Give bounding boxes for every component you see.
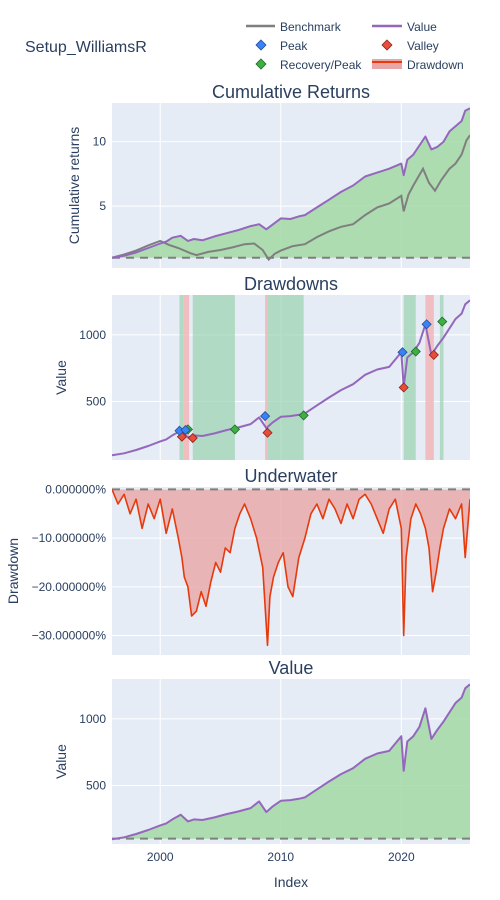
x-tick-label: 2000: [147, 850, 174, 864]
y-tick-label: 500: [86, 778, 106, 792]
drawdown-line: [112, 489, 470, 647]
subplot-1: 5 10 Cumulative Returns Cumulative returns: [66, 82, 470, 268]
benchmark-line: [112, 134, 470, 262]
drawdown-band: [425, 295, 434, 460]
legend-valley-label[interactable]: Valley: [407, 39, 439, 53]
figure-title: Setup_WilliamsR: [25, 39, 147, 56]
recovery-band: [192, 295, 235, 460]
recovery-band: [267, 295, 304, 460]
x-tick-label: 2010: [267, 850, 294, 864]
y-tick-label: 1000: [79, 328, 106, 342]
y-axis-title: Cumulative returns: [66, 127, 82, 245]
y-tick-label: 10: [93, 135, 107, 149]
value-line: [112, 107, 470, 259]
legend[interactable]: Benchmark Value Peak Valley Recovery/Pea…: [246, 20, 464, 72]
recovery-marker: [410, 346, 421, 357]
drawdown-fill: [112, 489, 470, 646]
recovery-band: [439, 295, 444, 460]
legend-peak-marker: [255, 39, 267, 51]
y-axis-title: Value: [53, 360, 69, 395]
valley-marker: [262, 427, 273, 438]
valley-marker: [428, 349, 439, 360]
y-tick-label: 1000: [79, 712, 106, 726]
peak-marker: [180, 424, 191, 436]
subplot-title: Underwater: [244, 466, 337, 486]
legend-benchmark-label[interactable]: Benchmark: [280, 20, 342, 34]
plot-area: [112, 488, 470, 647]
peak-marker: [421, 319, 432, 330]
valley-marker: [398, 382, 409, 393]
subplot-title: Drawdowns: [244, 274, 338, 294]
valley-marker: [176, 431, 187, 442]
recovery-marker: [298, 410, 309, 421]
legend-valley-marker: [381, 39, 393, 51]
legend-drawdown-label[interactable]: Drawdown: [407, 58, 464, 72]
y-axis-title: Drawdown: [5, 538, 21, 604]
x-tick-label: 2020: [388, 850, 415, 864]
y-tick-label: −10.000000%: [32, 531, 107, 545]
y-tick-label: −20.000000%: [32, 580, 107, 594]
drawdown-band: [183, 295, 190, 460]
subplot-title: Cumulative Returns: [212, 82, 370, 102]
recovery-marker: [229, 424, 241, 435]
legend-recovery-label[interactable]: Recovery/Peak: [280, 58, 362, 72]
x-axis-title: Index: [274, 874, 308, 890]
plot-area: [112, 683, 470, 841]
plot-area: [112, 295, 470, 460]
plot-area: [112, 107, 470, 262]
subplot-4: 500 1000 2000 2010 2020 Value Value: [53, 658, 470, 864]
recovery-band: [179, 295, 184, 460]
value-fill: [112, 108, 470, 258]
peak-marker: [260, 411, 271, 422]
y-tick-label: −30.000000%: [32, 629, 107, 643]
legend-recovery-marker: [255, 58, 267, 70]
y-tick-label: 0.000000%: [45, 482, 106, 496]
value-line: [112, 683, 470, 841]
y-axis-title: Value: [53, 744, 69, 779]
valley-marker: [187, 432, 198, 444]
drawdown-band: [265, 295, 268, 460]
y-tick-label: 5: [99, 199, 106, 213]
peak-marker: [397, 347, 408, 358]
subplot-3: 0.000000% −10.000000% −20.000000% −30.00000…: [5, 466, 470, 655]
subplot-title: Value: [269, 658, 314, 678]
y-tick-label: 500: [86, 394, 106, 408]
recovery-marker: [437, 316, 448, 327]
legend-drawdown-fill: [372, 59, 402, 69]
recovery-band: [403, 295, 416, 460]
legend-value-label[interactable]: Value: [407, 20, 437, 34]
legend-peak-label[interactable]: Peak: [280, 39, 308, 53]
value-fill: [112, 684, 470, 840]
subplot-2: 500 1000 Drawdowns Value: [53, 274, 470, 460]
